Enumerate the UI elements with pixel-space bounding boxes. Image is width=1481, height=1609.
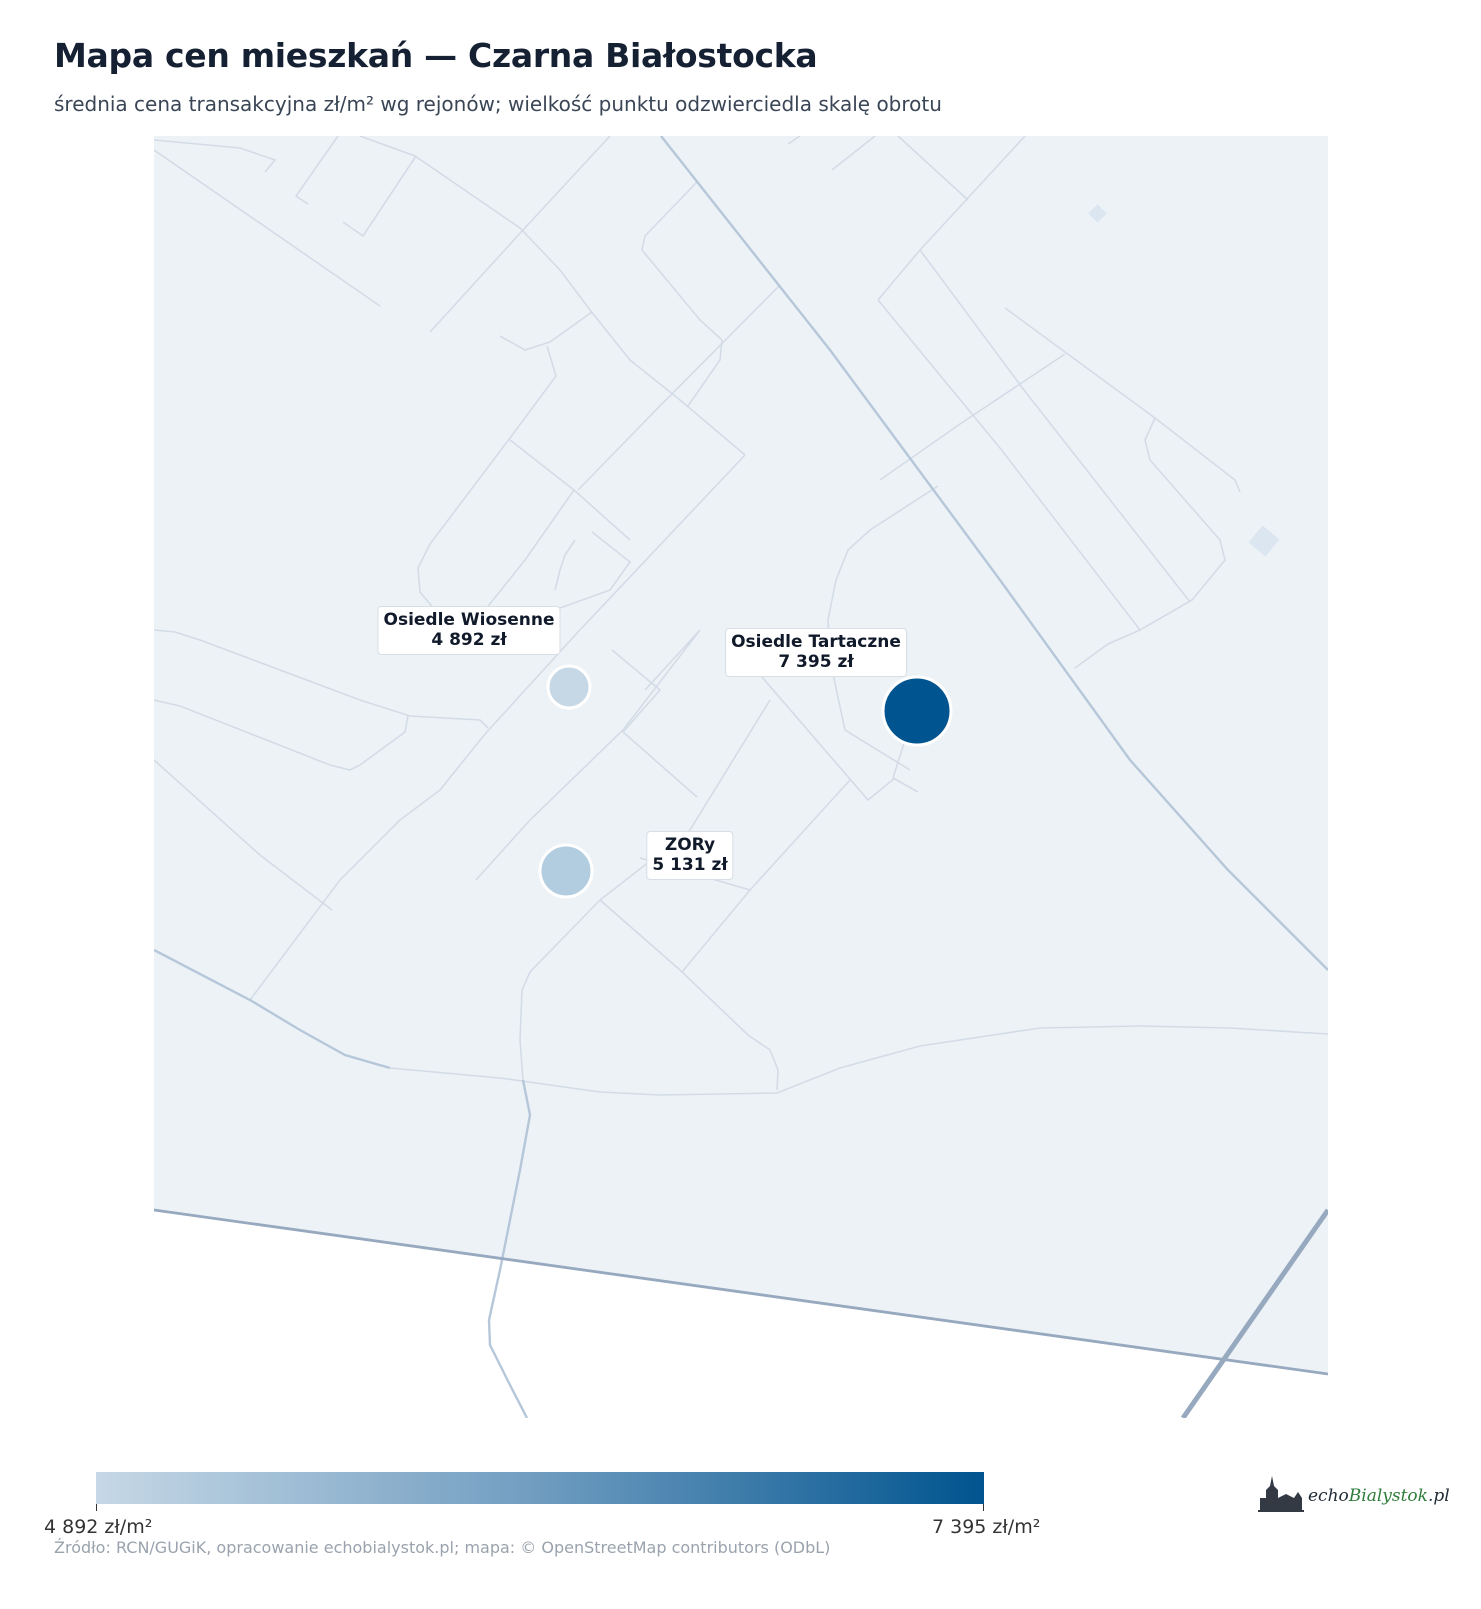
logo-text: echoBialystok.pl [1258,1470,1450,1514]
legend-max-label: 7 395 zł/m² [932,1516,1041,1538]
legend-colorbar [96,1472,984,1504]
area-price: 4 892 zł [431,630,507,650]
marker-zory[interactable] [538,843,594,899]
echobialystok-logo [1258,1476,1304,1512]
area-name: ZORy [664,835,716,855]
marker-osiedle-tartaczne[interactable] [881,675,953,747]
area-price: 5 131 zł [652,855,728,875]
legend-tick-max [983,1504,984,1511]
building [1248,525,1280,557]
map-background [154,136,1328,1418]
map-subtitle: średnia cena transakcyjna zł/m² wg rejon… [54,92,942,116]
map-title: Mapa cen mieszkań — Czarna Białostocka [54,36,818,75]
area-label-osiedle-wiosenne: Osiedle Wiosenne 4 892 zł [377,606,561,655]
area-name: Osiedle Wiosenne [383,610,555,630]
town-silhouette-icon [1260,1476,1302,1510]
main-roads [154,136,1328,1418]
building [1088,204,1107,223]
marker-osiedle-wiosenne[interactable] [546,664,592,710]
source-note: Źródło: RCN/GUGiK, opracowanie echobialy… [54,1538,831,1557]
major-roads [154,1208,1328,1418]
legend-min-label: 4 892 zł/m² [44,1516,153,1538]
street-network [154,136,1328,1096]
outside-area [154,1210,1328,1418]
legend-tick-min [96,1504,97,1511]
area-label-osiedle-tartaczne: Osiedle Tartaczne 7 395 zł [725,628,907,677]
area-label-zory: ZORy 5 131 zł [646,831,734,880]
area-name: Osiedle Tartaczne [731,632,901,652]
logo-tld: .pl [1427,1486,1450,1506]
logo-city: Bialystok [1348,1486,1428,1506]
logo-echo: echo [1308,1486,1349,1506]
area-price: 7 395 zł [778,652,854,672]
